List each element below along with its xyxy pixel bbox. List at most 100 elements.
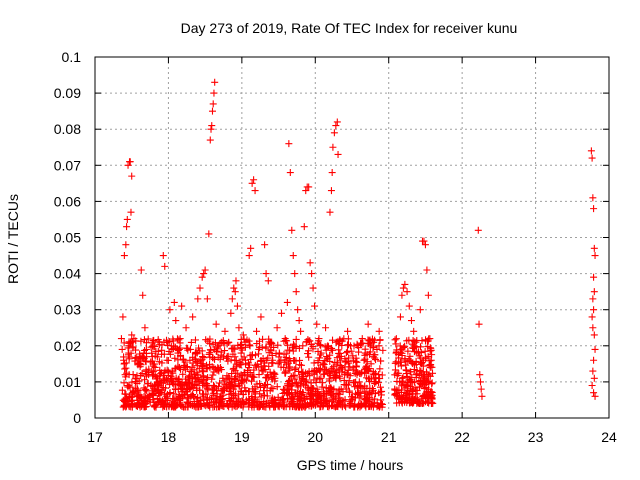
data-point (206, 136, 214, 144)
data-point-dense (162, 392, 170, 400)
data-point (324, 342, 332, 350)
y-tick-label: 0.01 (54, 374, 81, 390)
data-point-dense (292, 335, 300, 343)
data-point (361, 349, 369, 357)
data-point-dense (363, 384, 371, 392)
data-point-dense (245, 396, 253, 404)
data-point (186, 345, 194, 353)
data-point-dense (144, 335, 152, 343)
data-point-dense (403, 367, 411, 375)
y-tick-label: 0.1 (62, 49, 82, 65)
data-point (294, 306, 302, 314)
data-point (292, 288, 300, 296)
data-point (250, 176, 258, 184)
data-point (128, 172, 136, 180)
data-point-dense (302, 369, 310, 377)
data-point-dense (179, 355, 187, 363)
data-point (275, 349, 283, 357)
data-point-dense (233, 362, 241, 370)
data-point-dense (202, 402, 210, 410)
data-point-dense (417, 368, 425, 376)
data-point (117, 335, 125, 343)
data-point-dense (179, 370, 187, 378)
data-point-dense (426, 357, 434, 365)
data-point (147, 382, 155, 390)
data-point-dense (314, 359, 322, 367)
data-point (135, 360, 143, 368)
points-layer (117, 78, 599, 411)
data-point-dense (141, 397, 149, 405)
data-point-dense (339, 397, 347, 405)
data-point-dense (207, 346, 215, 354)
data-point (168, 367, 176, 375)
data-point-dense (132, 346, 140, 354)
data-point-dense (252, 351, 260, 359)
data-point-dense (209, 340, 217, 348)
data-point-dense (307, 379, 315, 387)
data-point (137, 266, 145, 274)
data-point-dense (315, 375, 323, 383)
data-point-dense (245, 387, 253, 395)
data-point-dense (224, 402, 232, 410)
data-point-dense (423, 392, 431, 400)
data-point-dense (345, 377, 353, 385)
data-point (228, 295, 236, 303)
data-point-dense (174, 377, 182, 385)
data-point-dense (260, 362, 268, 370)
data-point (300, 223, 308, 231)
data-point (248, 179, 256, 187)
data-point-dense (253, 340, 261, 348)
data-point-dense (267, 384, 275, 392)
data-point-dense (318, 383, 326, 391)
data-point-dense (175, 345, 183, 353)
data-point-dense (413, 367, 421, 375)
data-point (281, 335, 289, 343)
data-point-dense (248, 377, 256, 385)
data-point-dense (326, 351, 334, 359)
data-point (134, 385, 142, 393)
data-point-dense (266, 368, 274, 376)
data-point (194, 295, 202, 303)
data-point (367, 360, 375, 368)
data-point-dense (155, 358, 163, 366)
data-point-dense (422, 383, 430, 391)
data-point-dense (418, 358, 426, 366)
data-point (191, 371, 199, 379)
data-point-dense (163, 366, 171, 374)
data-point-dense (376, 365, 384, 373)
data-point-dense (368, 388, 376, 396)
data-point-dense (140, 336, 148, 344)
data-point (253, 327, 261, 335)
data-point (364, 320, 372, 328)
data-point (286, 169, 294, 177)
data-point-dense (283, 390, 291, 398)
data-point-dense (134, 359, 142, 367)
data-point-dense (297, 403, 305, 411)
data-point-dense (178, 385, 186, 393)
chart-title: Day 273 of 2019, Rate Of TEC Index for r… (181, 20, 518, 36)
data-point-dense (250, 373, 258, 381)
data-point (261, 241, 269, 249)
data-point (305, 183, 313, 191)
x-tick-label: 20 (307, 429, 323, 445)
data-point-dense (138, 369, 146, 377)
data-point (477, 385, 485, 393)
data-point-dense (186, 376, 194, 384)
data-point-dense (398, 351, 406, 359)
data-point-dense (292, 343, 300, 351)
data-point (123, 223, 131, 231)
data-point (590, 288, 598, 296)
data-point (306, 259, 314, 267)
data-point-dense (297, 379, 305, 387)
y-tick-label: 0.04 (54, 266, 81, 282)
data-point (341, 371, 349, 379)
data-point-dense (407, 368, 415, 376)
data-point-dense (317, 374, 325, 382)
data-point (126, 158, 134, 166)
y-tick-label: 0 (73, 410, 81, 426)
data-point-dense (256, 390, 264, 398)
data-point-dense (393, 399, 401, 407)
data-point-dense (365, 365, 373, 373)
data-point-dense (156, 395, 164, 403)
x-axis-label: GPS time / hours (297, 457, 404, 473)
